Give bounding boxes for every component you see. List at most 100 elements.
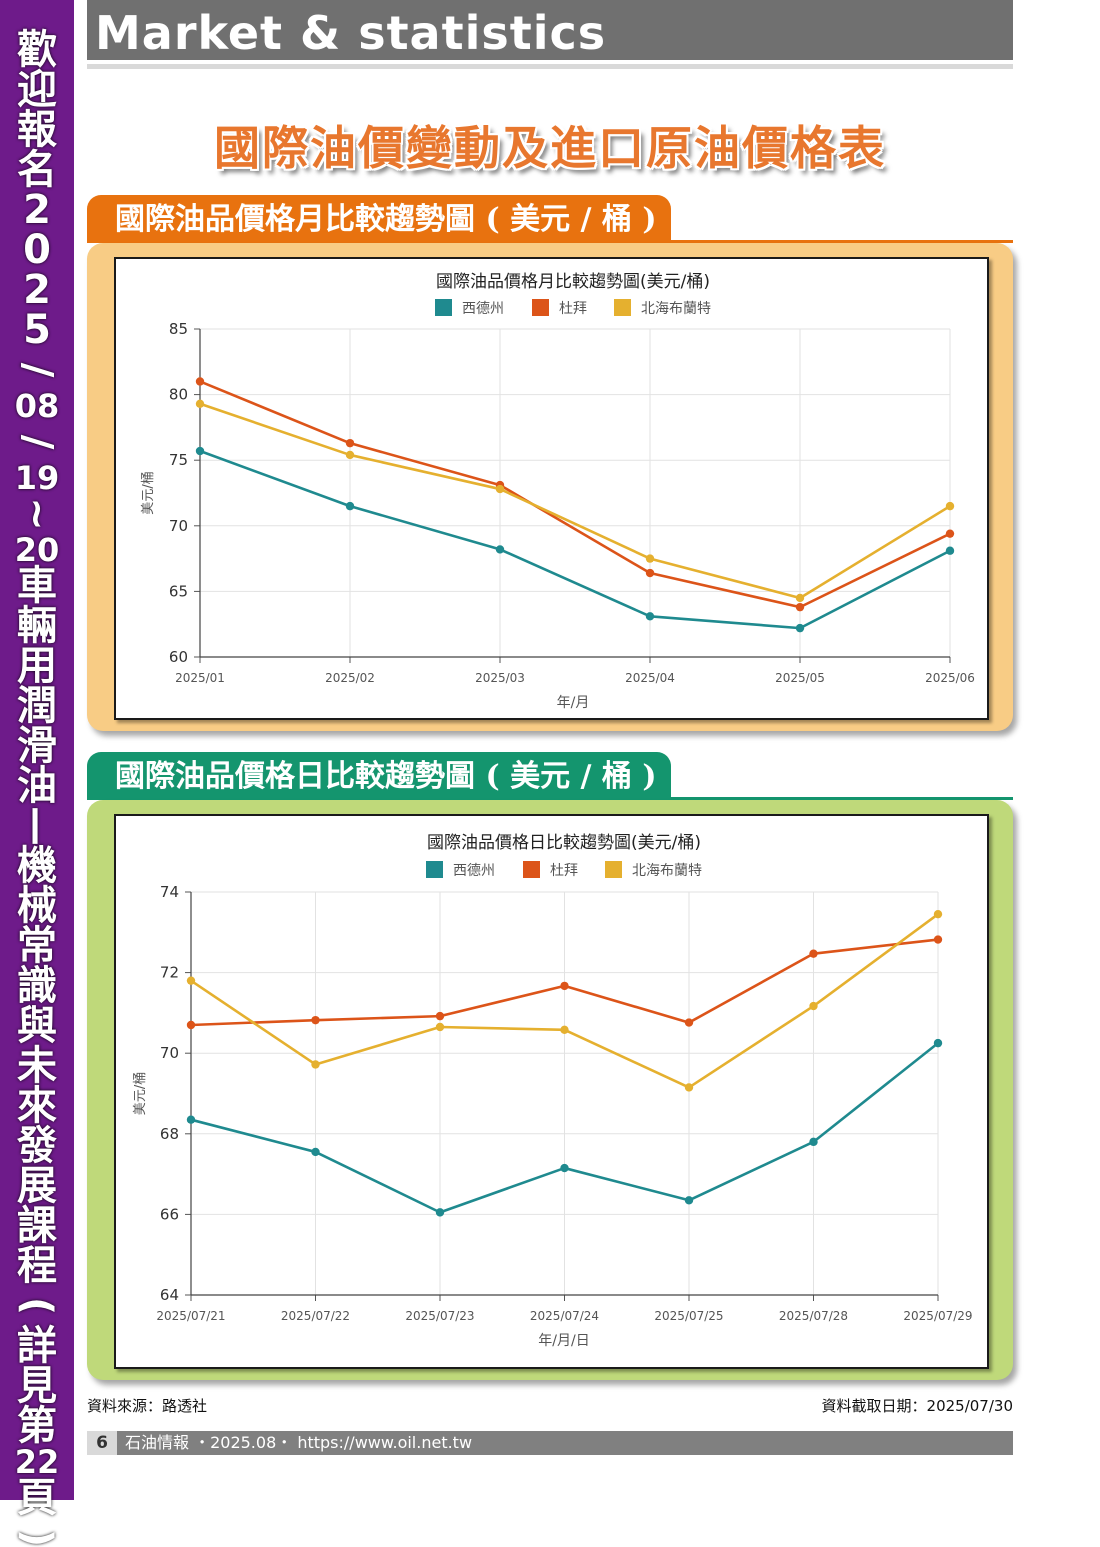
- y-tick-label: 72: [160, 964, 179, 982]
- sidebar-char: 識: [17, 963, 57, 1009]
- series-line: [199, 380, 951, 609]
- series-line: [199, 402, 951, 600]
- y-tick-label: 70: [160, 1044, 179, 1062]
- sidebar-char: 來: [17, 1083, 57, 1129]
- y-tick-label: 64: [160, 1286, 179, 1304]
- sidebar-char: 機: [17, 843, 57, 889]
- sidebar-char: 油: [17, 763, 57, 809]
- data-point: [795, 602, 805, 612]
- x-tick-label: 2025/03: [475, 671, 525, 685]
- data-point: [311, 1147, 320, 1157]
- legend-label: 杜拜: [550, 863, 578, 879]
- sidebar-char: ~: [13, 497, 60, 531]
- y-tick-label: 60: [169, 648, 188, 666]
- data-point: [945, 546, 955, 555]
- data-point: [809, 1001, 818, 1011]
- data-point: [435, 1022, 445, 1032]
- sidebar-char: 歡: [17, 27, 57, 73]
- x-tick-label: 2025/01: [175, 671, 225, 685]
- x-tick-label: 2025/07/29: [903, 1309, 972, 1323]
- sidebar-char: 常: [17, 923, 57, 969]
- data-point: [345, 501, 355, 511]
- sidebar-char: 20: [14, 531, 60, 569]
- data-point: [809, 949, 818, 958]
- x-tick-label: 2025/07/21: [156, 1309, 225, 1323]
- data-point: [945, 529, 955, 538]
- sidebar-char: 2: [23, 267, 51, 313]
- page-number: 6: [87, 1431, 117, 1455]
- data-point: [809, 1137, 818, 1147]
- sidebar-banner: 歡迎報名 2 0 2 5/08/19 ~20 車輛用潤滑油 — 機械常識與未來發展課程(詳見第 2…: [0, 0, 74, 1547]
- section-tab-monthly: 國際油品價格月比較趨勢圖 ( 美元 / 桶 ): [87, 195, 671, 243]
- header-bar: Market & statistics: [87, 0, 1013, 60]
- section-rule-monthly: [87, 240, 1013, 243]
- data-point: [345, 438, 355, 448]
- data-point: [645, 612, 655, 621]
- data-point: [795, 593, 805, 603]
- header-divider: [87, 64, 1013, 69]
- sidebar-char: ): [14, 1528, 60, 1547]
- x-tick-label: 2025/07/25: [654, 1309, 723, 1323]
- legend-label: 杜拜: [559, 301, 587, 317]
- chart-daily-svg: 國際油品價格日比較趨勢圖(美元/桶) 西德州 杜拜 北海布蘭特 64 66 68 70 72 74…: [133, 833, 973, 1349]
- data-point: [311, 1015, 320, 1025]
- data-point: [435, 1011, 445, 1021]
- sidebar-char: 見: [17, 1363, 57, 1409]
- data-point: [645, 568, 655, 578]
- y-tick-label: 66: [160, 1205, 179, 1223]
- sidebar-char: 展: [17, 1163, 57, 1209]
- x-tick-label: 2025/07/24: [530, 1309, 599, 1323]
- x-tick-label: 2025/07/22: [281, 1309, 350, 1323]
- data-date: 資料截取日期：2025/07/30: [821, 1397, 1013, 1415]
- section-rule-daily: [87, 797, 1013, 800]
- chart-title: 國際油品價格月比較趨勢圖(美元/桶): [436, 272, 710, 292]
- data-point: [933, 909, 943, 919]
- data-point: [560, 981, 569, 991]
- x-tick-label: 2025/07/28: [779, 1309, 848, 1323]
- data-point: [933, 935, 943, 944]
- footer-text: 石油情報 ・2025.08・ https://www.oil.net.tw: [125, 1433, 473, 1452]
- sidebar-char: 0: [23, 227, 51, 273]
- data-point: [945, 501, 955, 511]
- legend-label: 西德州: [462, 301, 504, 317]
- sidebar-char: 械: [17, 883, 57, 929]
- y-tick-label: 65: [169, 582, 188, 600]
- y-tick-label: 68: [160, 1125, 179, 1143]
- footer-bar: 6 石油情報 ・2025.08・ https://www.oil.net.tw: [87, 1431, 1013, 1455]
- sidebar-char: (: [14, 1296, 60, 1316]
- page-title: 國際油價變動及進口原油價格表: [214, 121, 886, 175]
- y-axis-label: 美元/桶: [133, 1072, 148, 1115]
- sidebar-char: 輛: [17, 603, 57, 649]
- data-point: [195, 399, 205, 408]
- data-point: [560, 1025, 569, 1035]
- sidebar-char: 名: [17, 147, 57, 193]
- data-point: [311, 1060, 320, 1069]
- sidebar-char: 課: [17, 1203, 57, 1249]
- data-point: [684, 1196, 694, 1205]
- sidebar-char: 車: [17, 563, 57, 609]
- sidebar-char: 詳: [17, 1323, 57, 1369]
- series-line: [199, 449, 951, 630]
- data-point: [645, 554, 655, 563]
- data-point: [186, 976, 196, 985]
- legend-label: 北海布蘭特: [641, 301, 711, 317]
- sidebar-announcement: 歡迎報名 2 0 2 5/08/19 ~20 車輛用潤滑油 — 機械常識與未來發展課程(詳見第 2…: [0, 27, 74, 1547]
- data-source: 資料來源：路透社: [87, 1397, 208, 1415]
- data-point: [684, 1018, 694, 1027]
- x-tick-label: 2025/05: [775, 671, 825, 685]
- sidebar-char: 報: [17, 107, 57, 153]
- data-point: [495, 545, 505, 554]
- legend-label: 西德州: [453, 863, 495, 879]
- sidebar-char: 19: [14, 459, 60, 497]
- section-tab-label: 國際油品價格日比較趨勢圖 ( 美元 / 桶 ): [115, 759, 657, 794]
- sidebar-char: 未: [17, 1043, 57, 1089]
- sidebar-char: 用: [17, 643, 57, 689]
- legend-swatch: [523, 861, 540, 878]
- legend-swatch: [605, 861, 622, 878]
- sidebar-char: 第: [17, 1403, 57, 1449]
- legend-label: 北海布蘭特: [632, 863, 702, 879]
- y-tick-label: 70: [169, 517, 188, 535]
- section-tab-label: 國際油品價格月比較趨勢圖 ( 美元 / 桶 ): [115, 202, 657, 237]
- chart-monthly-svg: 國際油品價格月比較趨勢圖(美元/桶) 西德州 杜拜 北海布蘭特 60 65 70 75 80 85…: [141, 272, 975, 711]
- data-point: [560, 1163, 569, 1173]
